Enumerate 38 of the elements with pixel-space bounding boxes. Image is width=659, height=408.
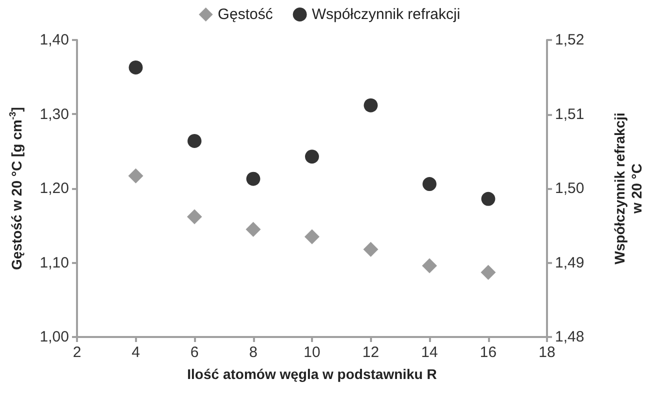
- y-tick-label: 1,00: [40, 328, 69, 346]
- x-tick-label: 12: [362, 344, 380, 361]
- y2-tick-label: 1,50: [555, 180, 584, 197]
- point: [364, 98, 378, 112]
- point: [246, 222, 261, 237]
- x-tick-label: 18: [538, 344, 556, 361]
- x-tick-label: 4: [132, 344, 140, 361]
- y2-axis-title: Współczynnik refrakcji w 20 °C: [612, 112, 644, 264]
- point: [305, 150, 319, 164]
- point: [128, 168, 144, 184]
- x-tick-label: 6: [190, 344, 199, 361]
- y-tick-label: 1,20: [40, 180, 69, 197]
- x-tick-label: 16: [480, 344, 497, 361]
- y-tick-label: 1,30: [40, 106, 69, 123]
- legend-label: Gęstość: [218, 6, 274, 23]
- point: [187, 209, 202, 224]
- point: [246, 172, 260, 186]
- x-tick-label: 10: [304, 344, 320, 361]
- x-tick-label: 14: [421, 344, 438, 361]
- point: [481, 192, 496, 206]
- y2-tick-label: 1,51: [555, 106, 584, 123]
- y-tick-label: 1,10: [40, 254, 69, 272]
- legend-label: Współczynnik refrakcji: [312, 6, 460, 23]
- point: [422, 177, 436, 192]
- y2-tick-label: 1,49: [555, 254, 584, 272]
- x-tick-label: 2: [72, 344, 82, 361]
- y-axis-title: Gęstość w 20 °C [g cm-3]: [8, 107, 24, 270]
- point: [304, 229, 320, 244]
- y-tick-label: 1,40: [40, 32, 69, 48]
- point: [363, 242, 378, 257]
- y2-tick-label: 1,52: [555, 32, 584, 48]
- x-tick-label: 8: [249, 344, 258, 361]
- y2-tick-label: 1,48: [555, 328, 584, 346]
- point: [188, 134, 202, 148]
- x-axis-title: Ilość atomów węgla w podstawniku R: [187, 366, 437, 382]
- point: [480, 264, 496, 280]
- point: [422, 258, 437, 274]
- point: [128, 60, 143, 74]
